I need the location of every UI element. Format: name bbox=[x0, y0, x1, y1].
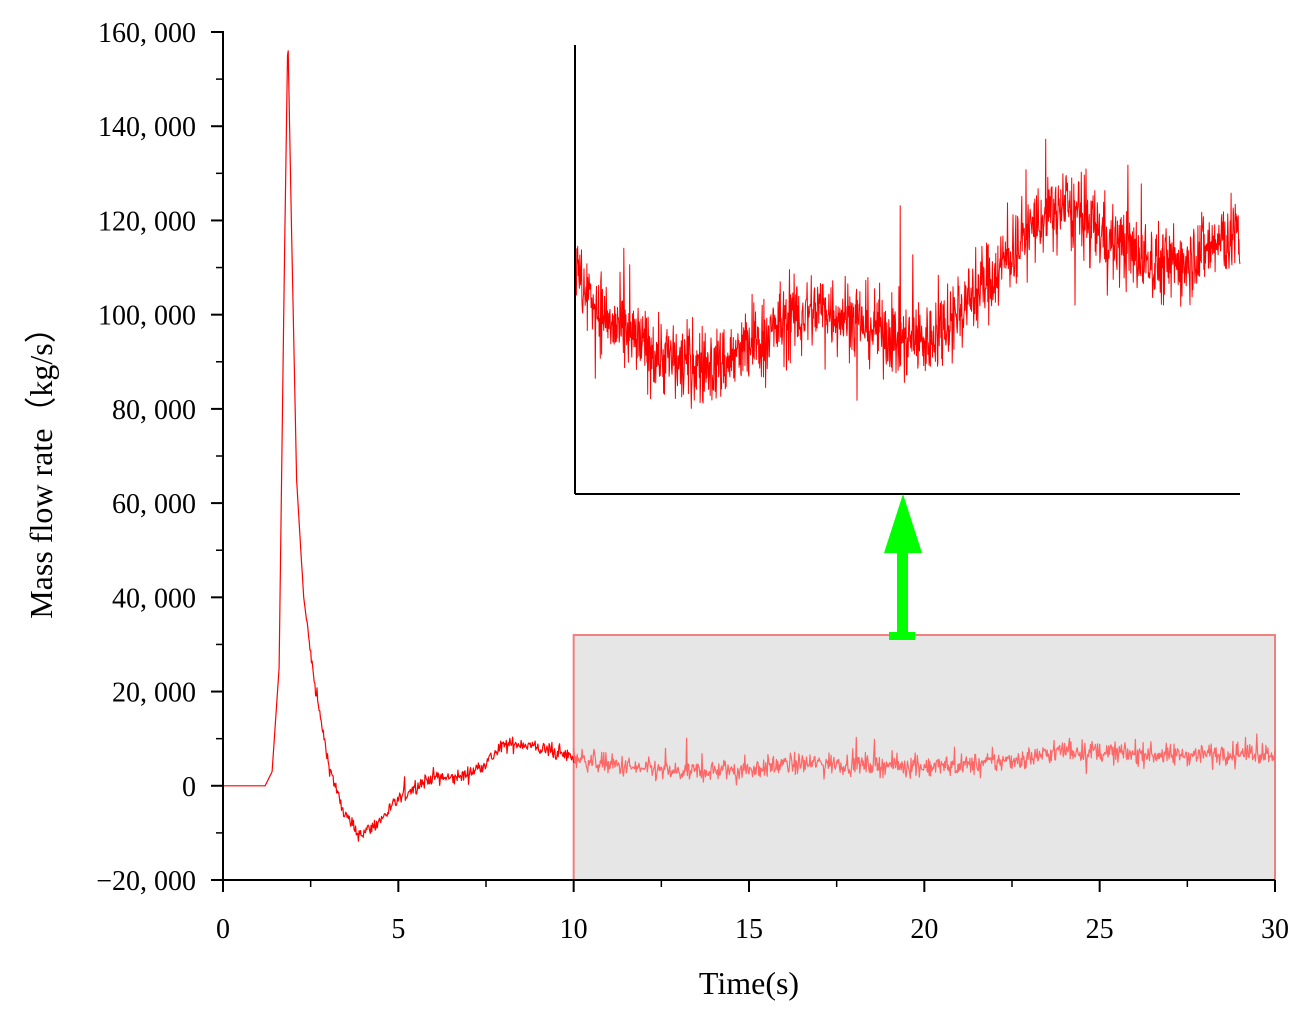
x-tick-label: 30 bbox=[1261, 914, 1289, 945]
y-tick-label: 100, 000 bbox=[98, 301, 196, 332]
y-tick-label: −20, 000 bbox=[96, 866, 196, 897]
y-tick-label: 80, 000 bbox=[112, 395, 196, 426]
series-line-highlighted bbox=[573, 733, 1276, 786]
y-tick-label: 40, 000 bbox=[112, 583, 196, 614]
zoom-arrow-head bbox=[884, 494, 922, 553]
x-axis-title: Time(s) bbox=[699, 965, 799, 1001]
x-tick-label: 5 bbox=[391, 914, 405, 945]
series-line-main bbox=[223, 50, 575, 842]
y-axis-title: Mass flow rate（kg/s） bbox=[23, 311, 59, 619]
y-tick-label: 0 bbox=[182, 772, 196, 803]
zoom-arrow-icon bbox=[884, 494, 922, 640]
inset-series-line bbox=[575, 138, 1241, 409]
axis-ticks: 0 5 10 15 20 25 30 −20, 000 0 20, 000 40, 000 60, 0… bbox=[96, 18, 1289, 945]
y-tick-label: 140, 000 bbox=[98, 112, 196, 143]
x-tick-label: 15 bbox=[735, 914, 763, 945]
x-tick-label: 0 bbox=[216, 914, 230, 945]
y-tick-label: 60, 000 bbox=[112, 489, 196, 520]
x-tick-label: 20 bbox=[910, 914, 938, 945]
axes: 0 5 10 15 20 25 30 −20, 000 0 20, 000 40, 000 60, 0… bbox=[96, 18, 1289, 945]
x-tick-label: 25 bbox=[1086, 914, 1114, 945]
zoom-arrow-shaft bbox=[897, 552, 908, 636]
y-tick-label: 20, 000 bbox=[112, 678, 196, 709]
x-tick-label: 10 bbox=[560, 914, 588, 945]
y-tick-label: 120, 000 bbox=[98, 206, 196, 237]
y-tick-label: 160, 000 bbox=[98, 18, 196, 49]
inset-zoom-plot bbox=[574, 45, 1241, 495]
